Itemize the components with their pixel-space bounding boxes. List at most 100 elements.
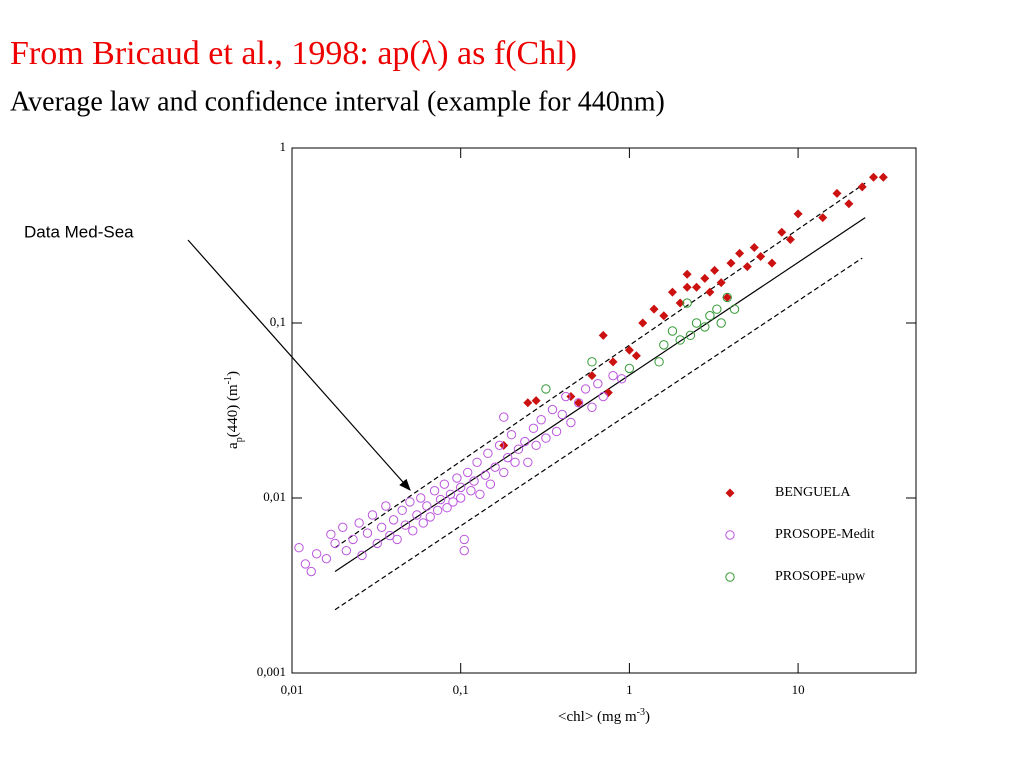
x-axis-label-part: ) (645, 709, 650, 725)
chart-title: From Bricaud et al., 1998: ap(λ) as f(Ch… (10, 35, 577, 72)
point (475, 489, 485, 499)
point (547, 404, 558, 415)
point (503, 452, 513, 463)
y-tick-label: 0,01 (263, 489, 286, 504)
y-axis-label: ap(440) (m-1) (223, 371, 245, 449)
chart-subtitle: Average law and confidence interval (exa… (10, 86, 665, 117)
point (416, 493, 426, 503)
point (675, 335, 685, 345)
point (300, 559, 311, 569)
point (832, 188, 842, 198)
point (580, 384, 591, 394)
point (381, 501, 391, 511)
point (722, 292, 732, 302)
point (405, 497, 415, 507)
annotation-arrow (187, 239, 411, 491)
point (459, 534, 469, 545)
point (566, 417, 576, 428)
point (675, 298, 685, 308)
fit-line (334, 217, 866, 573)
point (561, 391, 571, 402)
point (541, 384, 551, 394)
point (485, 479, 496, 489)
point (294, 542, 304, 553)
point (785, 235, 795, 245)
point (536, 415, 546, 425)
point (716, 278, 726, 288)
point (341, 545, 352, 556)
point (306, 566, 316, 577)
point (397, 505, 407, 516)
point (499, 467, 509, 478)
point (603, 388, 613, 398)
point (685, 330, 696, 341)
point (448, 497, 458, 507)
point (869, 172, 879, 182)
point (408, 526, 418, 536)
point (432, 505, 443, 516)
point (857, 182, 867, 192)
point (367, 510, 378, 520)
y-axis-label-part: -1 (223, 376, 234, 384)
point (593, 378, 603, 389)
point (462, 467, 473, 478)
point (691, 318, 702, 328)
legend-marker (725, 530, 735, 540)
point (710, 265, 720, 275)
point (388, 515, 399, 525)
point (400, 520, 411, 530)
point (422, 501, 432, 511)
point (587, 357, 597, 367)
y-axis-label-part: ) (225, 371, 241, 376)
point (844, 199, 854, 209)
point (494, 440, 505, 451)
point (659, 311, 669, 321)
point (469, 476, 479, 486)
point (608, 370, 618, 381)
x-tick-label: 10 (792, 682, 805, 697)
point (541, 433, 551, 443)
point (574, 398, 584, 408)
point (682, 269, 692, 279)
point (531, 396, 541, 406)
point (372, 538, 382, 549)
point (756, 251, 766, 261)
point (692, 282, 702, 292)
point (311, 549, 322, 559)
point (682, 298, 692, 308)
point (429, 486, 440, 496)
point (376, 522, 387, 533)
point (587, 371, 597, 381)
point (523, 457, 533, 467)
point (531, 440, 541, 451)
point (722, 292, 732, 303)
point (392, 534, 402, 545)
annotation: Data Med-Sea (24, 222, 134, 241)
point (326, 529, 336, 540)
point (523, 398, 533, 408)
point (348, 534, 358, 545)
point (425, 512, 435, 522)
point (566, 392, 576, 402)
point (321, 553, 332, 564)
point (700, 273, 710, 283)
point (385, 530, 395, 541)
point (624, 345, 634, 355)
point (442, 503, 452, 513)
y-axis-label-part: p (234, 437, 245, 442)
legend-label: BENGUELA (775, 485, 851, 500)
point (459, 545, 469, 556)
point (749, 243, 759, 253)
point (435, 494, 446, 505)
point (712, 304, 722, 314)
point (455, 493, 466, 503)
point (616, 374, 627, 384)
point (354, 518, 364, 528)
point (557, 409, 567, 420)
plot-frame (291, 147, 917, 674)
point (667, 287, 677, 297)
point (418, 518, 428, 528)
point (573, 398, 584, 408)
point (330, 538, 340, 549)
